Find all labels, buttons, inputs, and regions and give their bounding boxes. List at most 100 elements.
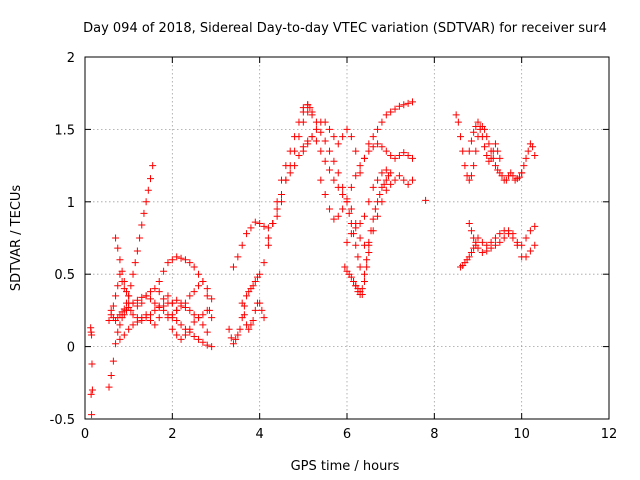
data-point (107, 306, 115, 314)
data-point (382, 186, 390, 194)
data-point (531, 241, 539, 249)
data-point (142, 292, 150, 300)
data-point (498, 172, 506, 180)
data-point (238, 299, 246, 307)
series-track-t (465, 118, 504, 165)
data-point (400, 176, 408, 184)
data-point (190, 332, 198, 340)
data-point (144, 186, 152, 194)
data-point (190, 318, 198, 326)
data-point (142, 198, 150, 206)
series-track-j (229, 108, 312, 271)
data-point (195, 270, 203, 278)
data-point (149, 162, 157, 170)
data-point (186, 259, 194, 267)
data-point (522, 234, 530, 242)
series-track-k (238, 299, 268, 333)
data-point (347, 205, 355, 213)
data-point (208, 295, 216, 303)
data-point (330, 133, 338, 141)
data-point (151, 285, 159, 293)
series-track-c-rising (107, 162, 157, 325)
data-point (382, 111, 390, 119)
data-point (160, 267, 168, 275)
data-point (496, 238, 504, 246)
y-tick-label: 1.5 (54, 123, 75, 138)
data-point (138, 221, 146, 229)
series-track-s (452, 111, 526, 184)
data-point (321, 118, 329, 126)
data-point (249, 317, 257, 325)
data-point (203, 341, 211, 349)
data-point (352, 241, 360, 249)
data-point (491, 234, 499, 242)
data-point (356, 263, 364, 271)
data-point (243, 230, 251, 238)
data-point (345, 209, 353, 217)
data-point (371, 205, 379, 213)
data-point (168, 299, 176, 307)
data-point (177, 254, 185, 262)
data-point (472, 147, 480, 155)
data-point (483, 151, 491, 159)
data-point (120, 277, 128, 285)
y-tick-label: 0 (67, 341, 75, 356)
data-point (347, 273, 355, 281)
data-point (404, 151, 412, 159)
x-tick-label: 6 (343, 427, 351, 442)
series-track-f (155, 253, 213, 314)
data-point (395, 172, 403, 180)
data-point (299, 147, 307, 155)
data-point (387, 151, 395, 159)
data-point (478, 238, 486, 246)
data-point (116, 321, 124, 329)
data-point (168, 325, 176, 333)
data-point (151, 306, 159, 314)
data-point (526, 227, 534, 235)
series-early-outliers (87, 324, 96, 419)
data-point (234, 331, 242, 339)
data-point (112, 292, 120, 300)
data-point (295, 133, 303, 141)
data-point (524, 147, 532, 155)
data-point (339, 191, 347, 199)
series-track-r (350, 169, 395, 298)
data-point (264, 234, 272, 242)
data-point (195, 335, 203, 343)
data-point (317, 128, 325, 136)
data-point (343, 125, 351, 133)
data-point (339, 133, 347, 141)
data-point (136, 234, 144, 242)
data-point (195, 314, 203, 322)
data-point (147, 317, 154, 325)
data-point (247, 224, 255, 232)
data-point (208, 314, 216, 322)
data-point (118, 267, 126, 275)
data-point (186, 325, 194, 333)
data-point (291, 162, 299, 170)
data-point (321, 157, 329, 165)
data-point (356, 234, 364, 242)
data-point (509, 234, 517, 242)
data-point (260, 222, 268, 230)
data-point (360, 270, 368, 278)
data-point (186, 292, 194, 300)
data-point (199, 311, 207, 319)
data-point (227, 334, 235, 342)
data-point (487, 244, 495, 252)
series-track-v (457, 222, 539, 271)
data-point (190, 311, 198, 319)
data-point (505, 230, 513, 238)
data-point (88, 331, 96, 339)
data-point (291, 147, 299, 155)
data-point (465, 220, 473, 228)
data-point (476, 123, 484, 131)
data-point (513, 241, 521, 249)
data-point (251, 277, 259, 285)
data-point (164, 259, 172, 267)
data-point (395, 102, 403, 110)
data-point (229, 340, 237, 348)
data-point (317, 176, 325, 184)
data-point (168, 256, 176, 264)
data-point (234, 253, 242, 261)
